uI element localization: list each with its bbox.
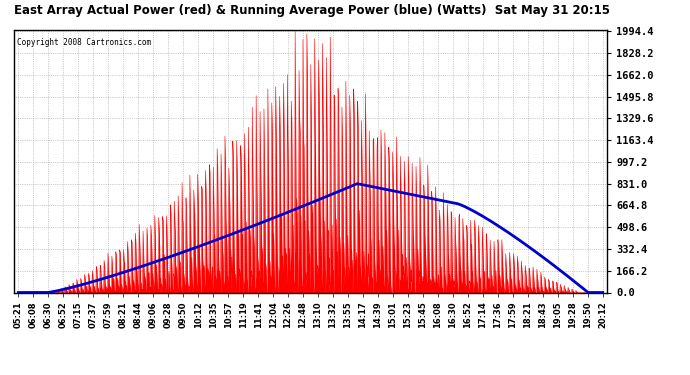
Text: Copyright 2008 Cartronics.com: Copyright 2008 Cartronics.com bbox=[17, 38, 151, 47]
Text: East Array Actual Power (red) & Running Average Power (blue) (Watts)  Sat May 31: East Array Actual Power (red) & Running … bbox=[14, 4, 610, 17]
